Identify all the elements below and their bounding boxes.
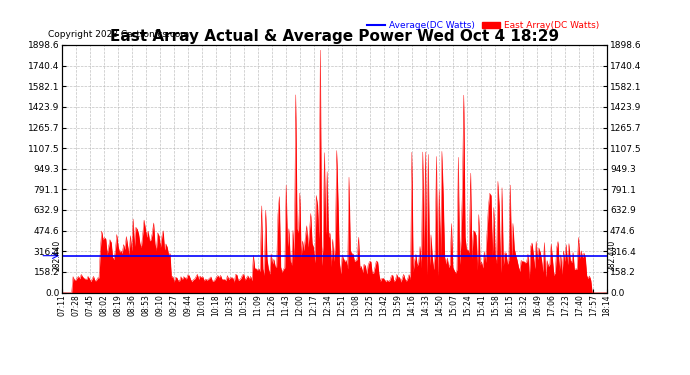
Text: 282.440: 282.440 bbox=[52, 240, 61, 271]
Title: East Array Actual & Average Power Wed Oct 4 18:29: East Array Actual & Average Power Wed Oc… bbox=[110, 29, 559, 44]
Legend: Average(DC Watts), East Array(DC Watts): Average(DC Watts), East Array(DC Watts) bbox=[364, 17, 602, 33]
Text: 282.440: 282.440 bbox=[608, 240, 617, 271]
Text: Copyright 2023 Cartronics.com: Copyright 2023 Cartronics.com bbox=[48, 30, 190, 39]
